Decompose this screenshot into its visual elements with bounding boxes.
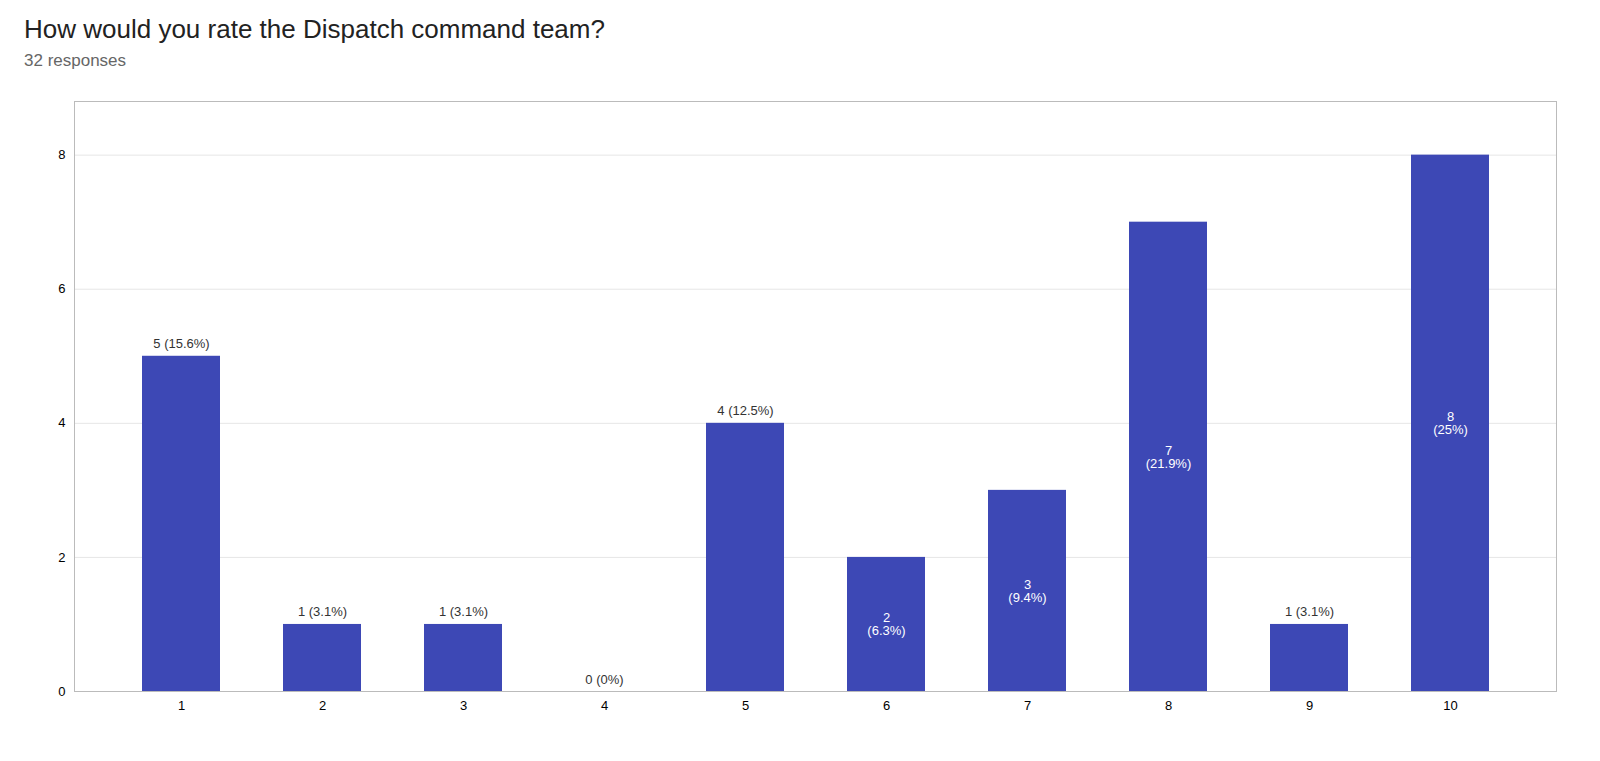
svg-text:1 (3.1%): 1 (3.1%)	[1285, 604, 1334, 619]
svg-text:1 (3.1%): 1 (3.1%)	[439, 604, 488, 619]
svg-text:3(9.4%): 3(9.4%)	[1008, 577, 1046, 605]
svg-text:3: 3	[460, 698, 467, 713]
html-text:32 responses: 32 responses	[24, 51, 127, 70]
svg-text:5 (15.6%): 5 (15.6%)	[153, 336, 209, 351]
svg-text:7: 7	[1024, 698, 1031, 713]
svg-text:8: 8	[1165, 698, 1172, 713]
svg-text:9: 9	[1306, 698, 1313, 713]
svg-text:2: 2	[319, 698, 326, 713]
svg-text:7(21.9%): 7(21.9%)	[1146, 443, 1192, 471]
svg-text:0: 0	[58, 684, 65, 699]
svg-text:6: 6	[58, 281, 65, 296]
svg-text:8(25%): 8(25%)	[1433, 409, 1468, 437]
svg-text:4 (12.5%): 4 (12.5%)	[717, 403, 773, 418]
svg-text:6: 6	[883, 698, 890, 713]
svg-text:4: 4	[58, 415, 65, 430]
html-text:How would you rate the Dispatc: How would you rate the Dispatch command …	[24, 14, 605, 44]
svg-text:1 (3.1%): 1 (3.1%)	[298, 604, 347, 619]
svg-text:1: 1	[178, 698, 185, 713]
svg-text:2: 2	[58, 550, 65, 565]
svg-text:10: 10	[1443, 698, 1457, 713]
svg-text:2(6.3%): 2(6.3%)	[867, 610, 905, 638]
svg-text:8: 8	[58, 147, 65, 162]
svg-text:4: 4	[601, 698, 608, 713]
svg-text:5: 5	[742, 698, 749, 713]
svg-text:0 (0%): 0 (0%)	[585, 672, 623, 687]
